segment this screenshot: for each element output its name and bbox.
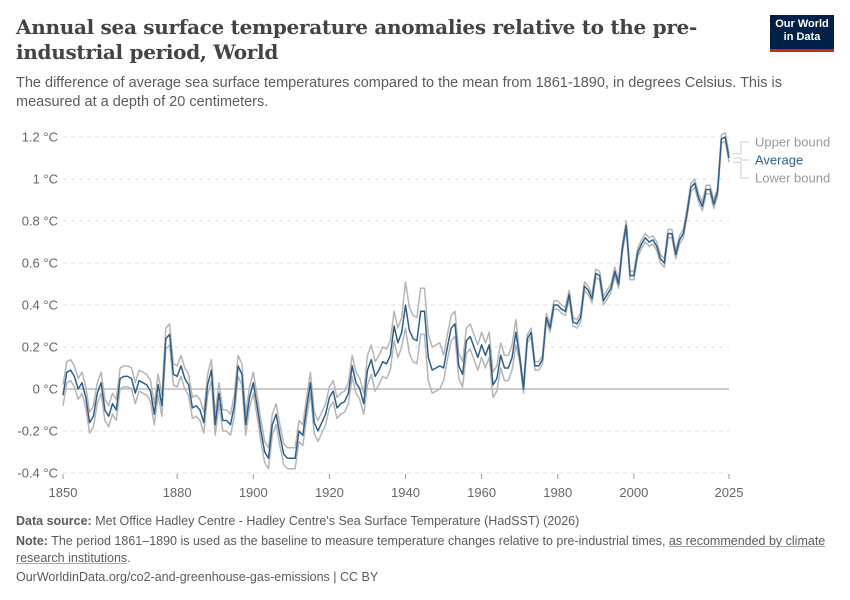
note-link[interactable]: as recommended by climate research insti… [16, 534, 826, 565]
logo-text-line1: Our World [775, 18, 829, 30]
x-tick-label: 1880 [163, 485, 192, 500]
owid-logo[interactable]: Our World in Data [770, 15, 834, 52]
series-line [62, 136, 730, 460]
note-text: The period 1861–1890 is used as the base… [51, 534, 669, 548]
legend-connector [733, 161, 749, 179]
legend-connector [733, 157, 749, 161]
y-tick-label: 1.2 °C [22, 130, 58, 145]
note-end: . [127, 551, 131, 565]
logo-bar [770, 49, 834, 52]
x-tick-label: 2000 [619, 485, 648, 500]
y-tick-label: 1 °C [33, 172, 58, 187]
y-tick-label: 0 °C [33, 382, 58, 397]
source-label: Data source: [16, 514, 92, 528]
x-tick-label: 1850 [49, 485, 78, 500]
legend-label-average: Average [755, 153, 803, 168]
series-line [62, 132, 730, 449]
y-tick-label: 0.8 °C [22, 214, 58, 229]
logo-text-line2: in Data [783, 31, 821, 43]
chart-subtitle: The difference of average sea surface te… [16, 75, 782, 110]
data-source: Data source: Met Office Hadley Centre - … [16, 513, 826, 530]
legend-connector [733, 141, 749, 155]
x-tick-label: 1960 [467, 485, 496, 500]
legend-label-lower-bound: Lower bound [755, 171, 830, 186]
series-lower-bound [62, 140, 730, 470]
x-tick-label: 2025 [715, 485, 744, 500]
x-tick-label: 1900 [239, 485, 268, 500]
note-label: Note: [16, 534, 48, 548]
note: Note: The period 1861–1890 is used as th… [16, 533, 826, 567]
y-tick-label: -0.4 °C [17, 466, 58, 481]
series-average [62, 136, 730, 460]
x-tick-label: 1940 [391, 485, 420, 500]
chart-title: Annual sea surface temperature anomalies… [16, 15, 697, 64]
y-tick-label: 0.2 °C [22, 340, 58, 355]
source-text: Met Office Hadley Centre - Hadley Centre… [95, 514, 580, 528]
footer-url[interactable]: OurWorldinData.org/co2-and-greenhouse-ga… [16, 570, 379, 584]
legend-label-upper-bound: Upper bound [755, 135, 830, 150]
x-tick-label: 1920 [315, 485, 344, 500]
series-line [62, 140, 730, 470]
y-tick-label: 0.6 °C [22, 256, 58, 271]
y-tick-label: -0.2 °C [17, 424, 58, 439]
series-upper-bound [62, 132, 730, 449]
x-tick-label: 1980 [543, 485, 572, 500]
line-chart: -0.4 °C -0.2 °C 0 °C 0.2 °C 0.4 °C 0.6 °C 0.8 … [17, 130, 830, 501]
y-tick-label: 0.4 °C [22, 298, 58, 313]
